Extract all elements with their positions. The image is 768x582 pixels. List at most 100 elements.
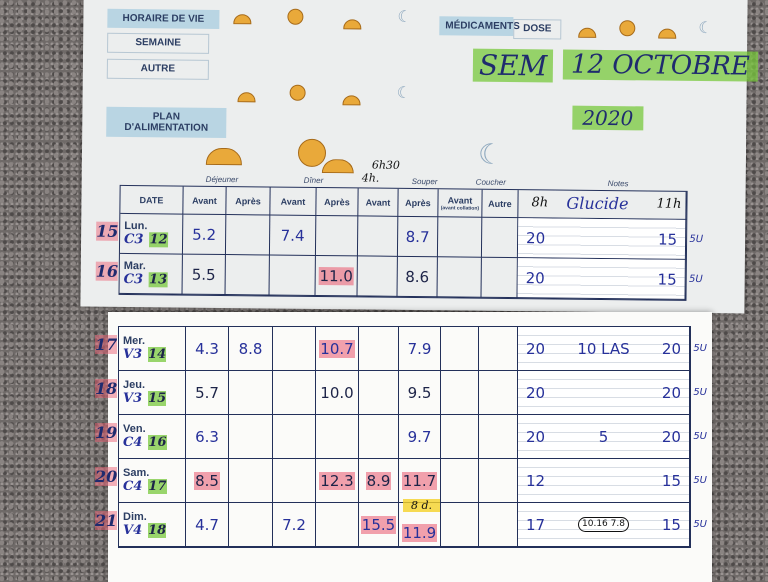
glucose-reading[interactable]	[441, 415, 479, 459]
glucose-reading[interactable]	[441, 371, 479, 415]
glucose-reading[interactable]: 8.8	[229, 327, 273, 371]
glucose-reading[interactable]: 5.5	[183, 255, 226, 295]
glucose-reading[interactable]: 7.4	[270, 215, 316, 255]
glucose-reading[interactable]	[437, 257, 481, 297]
cycle-code: C4	[123, 435, 142, 450]
glucose-reading[interactable]: 6.3	[186, 415, 229, 459]
glucose-reading[interactable]: 8.9	[359, 459, 399, 503]
glucose-reading[interactable]	[479, 503, 518, 547]
glucose-reading[interactable]	[441, 327, 479, 371]
glucose-reading[interactable]: 8.6	[397, 257, 437, 297]
glucose-reading[interactable]: 8.7	[398, 217, 438, 257]
logbook-top-page: HORAIRE DE VIE SEMAINE AUTRE PLAN D'ALIM…	[80, 0, 747, 313]
side-dose: 5U	[693, 343, 707, 354]
glucose-reading[interactable]: 5.7	[186, 371, 229, 415]
glucose-reading[interactable]	[441, 503, 479, 547]
glucose-reading[interactable]	[359, 371, 399, 415]
glucose-reading[interactable]	[479, 459, 518, 503]
glucose-reading[interactable]	[479, 327, 518, 371]
glucose-reading[interactable]	[358, 216, 398, 256]
day-label: Lun.	[124, 219, 147, 231]
glucose-reading[interactable]	[269, 255, 315, 295]
glucose-reading[interactable]	[273, 459, 316, 503]
glucose-reading[interactable]	[316, 216, 358, 256]
note-value: 20	[526, 340, 545, 358]
meal-label: Souper	[412, 177, 438, 187]
glucose-reading[interactable]	[479, 415, 518, 459]
day-label: Dim.	[123, 511, 147, 523]
note-value: 10 LAS	[577, 340, 629, 358]
cycle-code: C3	[124, 231, 144, 246]
column-header: DATE	[120, 186, 183, 215]
glucose-reading[interactable]	[359, 327, 399, 371]
glucose-reading[interactable]: 10.7	[316, 327, 359, 371]
glucose-reading[interactable]: 5.2	[183, 215, 226, 255]
note-value: 20	[662, 384, 681, 402]
glucose-reading[interactable]: 12.3	[316, 459, 359, 503]
reading-value: 11.7	[402, 472, 437, 490]
day-label: Jeu.	[123, 379, 145, 391]
side-dose: 5U	[693, 475, 707, 486]
note-value: 10.16 7.8	[578, 517, 629, 532]
sun-icon	[290, 85, 306, 101]
glucose-reading[interactable]	[316, 415, 359, 459]
glucose-reading[interactable]: 7.2	[273, 503, 316, 547]
glucose-reading[interactable]	[229, 415, 273, 459]
reading-value: 7.4	[280, 226, 306, 244]
note-value: 20	[526, 384, 545, 402]
glucose-reading[interactable]: 10.0	[316, 371, 359, 415]
glucose-reading[interactable]	[441, 459, 479, 503]
glucose-reading[interactable]	[226, 215, 270, 255]
glucose-reading[interactable]	[273, 371, 316, 415]
medicaments-label: MÉDICAMENTS	[439, 16, 513, 36]
sun-icon	[287, 9, 303, 25]
reading-value: 9.7	[407, 428, 433, 446]
glucose-reading[interactable]: 9.5	[399, 371, 441, 415]
glucose-reading[interactable]	[357, 256, 397, 296]
glucose-reading[interactable]	[316, 503, 359, 547]
column-header: Autre	[482, 190, 518, 218]
glucose-reading[interactable]	[229, 371, 273, 415]
glucose-reading[interactable]	[273, 327, 316, 371]
day-label: Ven.	[123, 423, 146, 435]
glucose-reading[interactable]: 7.9	[399, 327, 441, 371]
reading-value: 10.7	[319, 340, 354, 358]
glucose-reading[interactable]: 8.5	[186, 459, 229, 503]
glucose-reading[interactable]	[359, 415, 399, 459]
row-number: 16	[96, 262, 118, 281]
glucose-reading[interactable]: 4.7	[186, 503, 229, 547]
reading-value: 12.3	[319, 472, 354, 490]
glucose-reading[interactable]	[229, 459, 273, 503]
glucose-reading[interactable]	[438, 217, 482, 257]
glucose-reading[interactable]: 11.0	[315, 256, 357, 296]
glucose-reading[interactable]	[481, 258, 517, 298]
sun-icon	[298, 139, 326, 167]
glucose-reading[interactable]: 9.7	[399, 415, 441, 459]
souper-apres-note: 6h30	[372, 159, 400, 172]
glucose-reading[interactable]	[226, 255, 270, 295]
sunrise-icon	[578, 28, 596, 38]
reading-value: 7.9	[407, 340, 433, 358]
glucose-reading[interactable]: 11.7	[399, 459, 441, 503]
glucose-reading[interactable]: 15.5	[359, 503, 399, 547]
glucose-reading[interactable]	[479, 371, 518, 415]
glucose-reading[interactable]: 4.3	[186, 327, 229, 371]
cycle-code: C3	[124, 271, 144, 286]
glucose-reading[interactable]	[229, 503, 273, 547]
glucose-reading[interactable]	[482, 218, 518, 258]
glucose-reading[interactable]	[273, 415, 316, 459]
moon-icon: ☾	[478, 141, 503, 169]
